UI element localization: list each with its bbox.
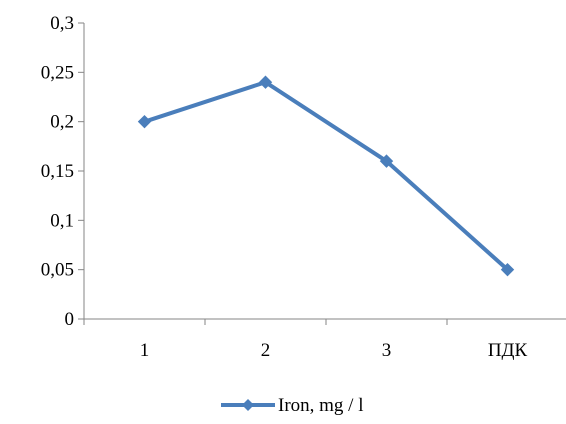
y-tick-label: 0,15: [41, 161, 74, 182]
series-layer: [137, 75, 515, 277]
x-tick-label: 1: [140, 340, 150, 361]
data-point-marker: [379, 154, 394, 168]
legend-diamond-marker: [242, 399, 254, 411]
y-tick-label: 0,3: [50, 13, 74, 34]
y-tick-label: 0,2: [50, 112, 74, 133]
y-axis: 0 0,05 0,1 0,15 0,2 0,25 0,3: [41, 13, 85, 330]
data-point-marker: [258, 75, 273, 89]
y-tick-label: 0,25: [41, 62, 74, 83]
y-tick-label: 0,05: [41, 260, 74, 281]
series-line: [142, 80, 510, 272]
data-point-marker: [500, 262, 515, 277]
x-axis: 1 2 3 ПДК: [83, 318, 566, 361]
legend-label: Iron, mg / l: [278, 395, 364, 416]
x-tick-label: ПДК: [488, 340, 528, 361]
y-tick-label: 0,1: [50, 210, 74, 231]
legend: Iron, mg / l: [221, 395, 364, 416]
data-point-marker: [137, 114, 152, 129]
y-tick-label: 0: [65, 309, 75, 330]
x-tick-label: 3: [382, 340, 392, 361]
x-tick-label: 2: [261, 340, 271, 361]
